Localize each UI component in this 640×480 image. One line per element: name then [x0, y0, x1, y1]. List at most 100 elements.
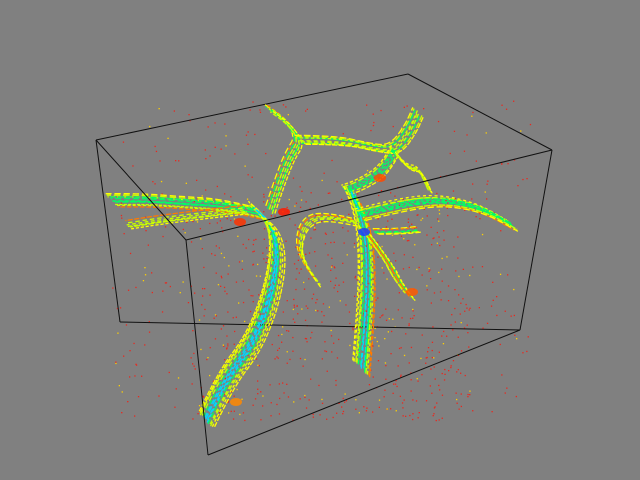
particle-point	[178, 160, 180, 162]
particle-point	[410, 346, 413, 349]
particle-point	[263, 258, 265, 260]
particle-point	[291, 161, 294, 163]
particle-point	[278, 383, 280, 385]
particle-point	[432, 326, 434, 328]
particle-point	[357, 193, 359, 195]
particle-point	[177, 377, 180, 379]
particle-point	[472, 266, 474, 268]
particle-point	[384, 338, 386, 340]
particle-point	[443, 239, 445, 241]
particle-point	[272, 259, 274, 261]
particle-point	[430, 368, 432, 370]
particle-point	[194, 292, 196, 294]
particle-point	[329, 192, 331, 194]
particle-point	[391, 330, 393, 333]
particle-point	[374, 337, 376, 339]
particle-point	[365, 245, 367, 247]
particle-point	[469, 307, 471, 309]
particle-point	[409, 317, 412, 320]
particle-point	[355, 399, 357, 401]
particle-point	[162, 235, 164, 238]
particle-point	[337, 290, 339, 293]
particle-point	[367, 282, 369, 285]
particle-point	[458, 275, 460, 278]
particle-point	[286, 300, 288, 302]
particle-point	[219, 220, 221, 222]
particle-point	[342, 281, 345, 283]
particle-point	[479, 218, 481, 220]
streamline	[205, 208, 277, 420]
particle-point	[487, 180, 489, 182]
particle-point	[234, 153, 236, 155]
particle-point	[403, 106, 405, 108]
particle-point	[292, 350, 294, 352]
streamline	[358, 199, 375, 376]
particle-point	[321, 398, 323, 401]
particle-point	[332, 231, 334, 234]
particle-point	[377, 241, 379, 243]
particle-point	[224, 377, 227, 380]
particle-point	[236, 388, 238, 391]
particle-point	[362, 313, 365, 315]
particle-point	[301, 308, 303, 310]
particle-point	[392, 155, 394, 157]
particle-point	[451, 314, 453, 316]
particle-point	[330, 329, 332, 332]
particle-point	[454, 321, 456, 323]
particle-point	[321, 321, 323, 323]
particle-point	[459, 313, 461, 315]
particle-point	[235, 316, 237, 318]
particle-point	[312, 413, 314, 416]
particle-point	[417, 214, 419, 216]
particle-point	[202, 395, 204, 397]
particle-point	[432, 237, 434, 240]
particle-point	[148, 331, 151, 333]
particle-point	[312, 220, 314, 223]
particle-point	[341, 406, 343, 408]
particle-point	[381, 267, 383, 269]
particle-point	[196, 221, 199, 223]
particle-point	[472, 183, 474, 185]
particle-point	[317, 310, 319, 312]
particle-point	[252, 301, 254, 303]
particle-point	[330, 241, 332, 244]
particle-point	[207, 126, 209, 128]
particle-point	[268, 250, 271, 253]
particle-point	[450, 365, 452, 367]
particle-point	[222, 325, 225, 327]
particle-point	[116, 307, 119, 310]
particle-point	[295, 202, 298, 204]
particle-point	[209, 374, 211, 377]
particle-point	[310, 378, 312, 380]
particle-point	[439, 176, 442, 178]
particle-point	[425, 357, 427, 359]
particle-point	[190, 241, 193, 243]
particle-point	[305, 338, 308, 340]
particle-point	[230, 410, 232, 412]
particle-point	[216, 222, 218, 224]
particle-point	[455, 392, 457, 394]
particle-point	[273, 182, 275, 184]
particle-point	[162, 290, 164, 292]
particle-point	[462, 298, 464, 300]
particle-point	[403, 399, 405, 401]
particle-point	[336, 357, 339, 359]
particle-point	[431, 244, 433, 246]
particle-point	[464, 310, 466, 312]
particle-point	[244, 320, 246, 323]
streamline	[266, 107, 297, 210]
particle-point	[405, 333, 407, 335]
particle-point	[406, 240, 409, 242]
particle-point	[447, 285, 450, 287]
particle-point	[175, 160, 177, 162]
particle-point	[287, 114, 289, 116]
particle-point	[342, 133, 344, 135]
particle-point	[326, 418, 328, 420]
particle-point	[394, 383, 397, 385]
particle-point	[445, 199, 447, 201]
particle-point	[522, 178, 524, 181]
particle-point	[454, 289, 456, 291]
particle-point	[358, 412, 360, 414]
